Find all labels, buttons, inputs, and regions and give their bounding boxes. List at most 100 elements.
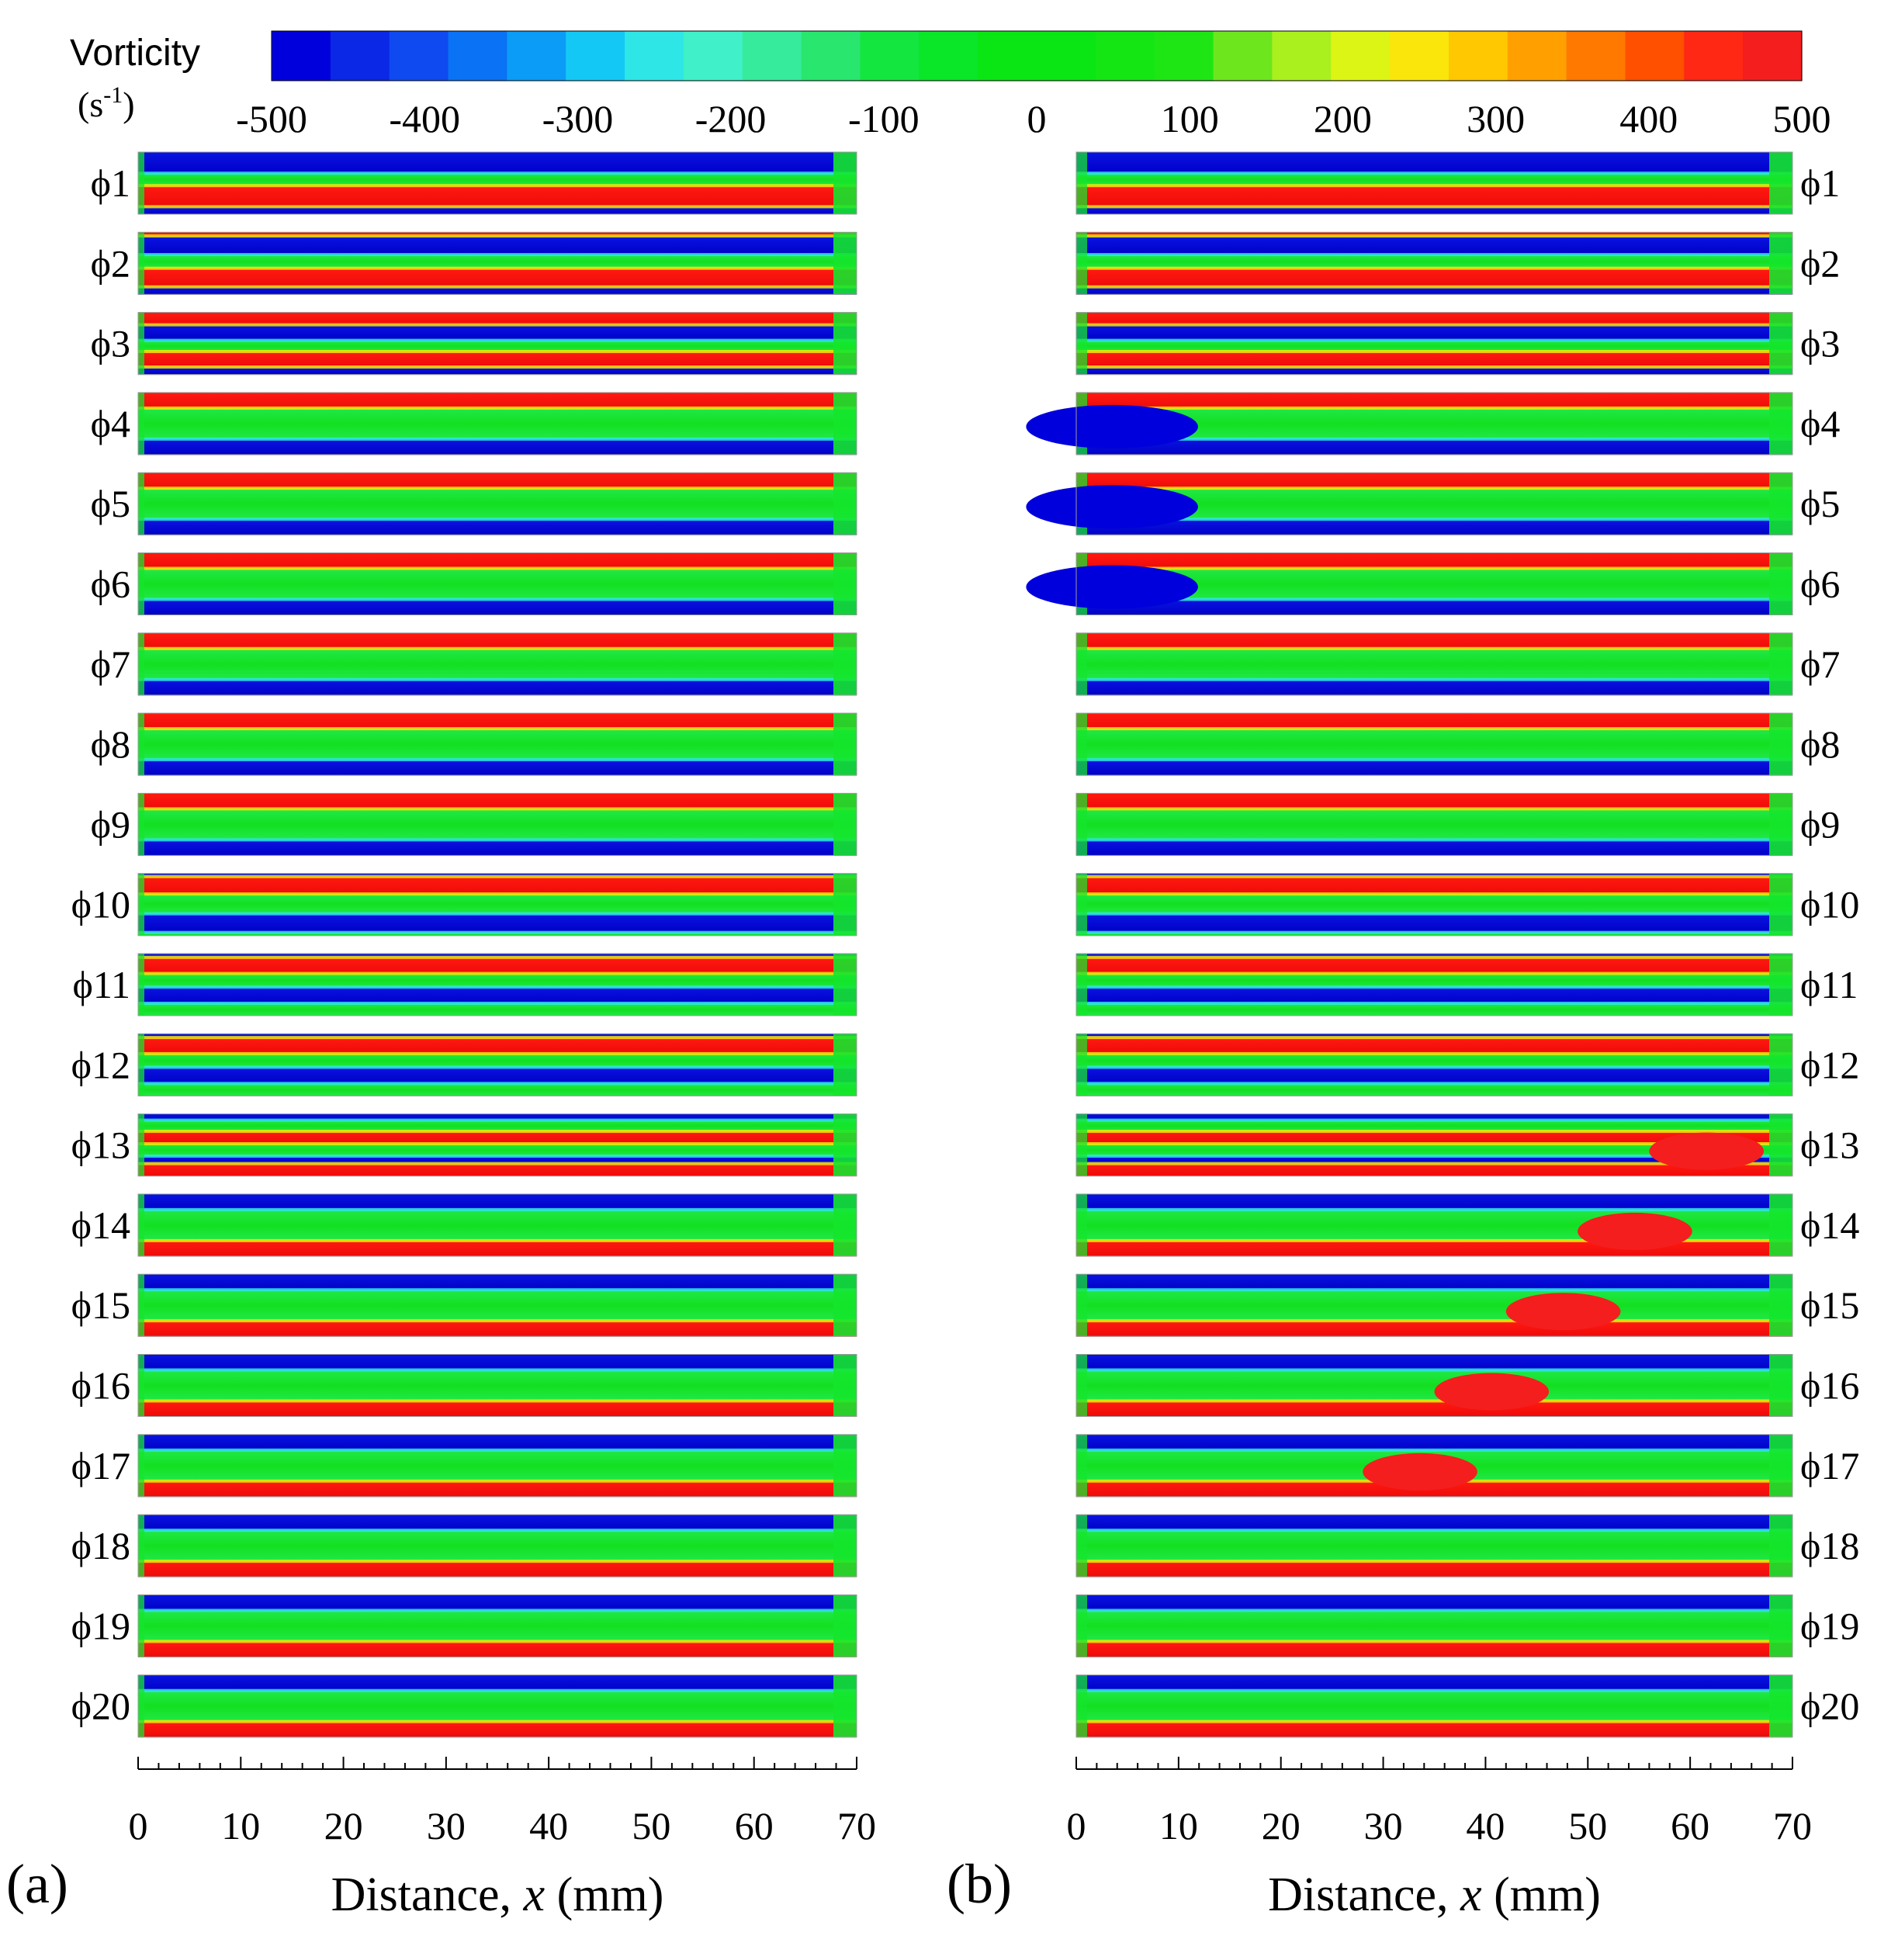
heatmap-transition	[1076, 1319, 1792, 1323]
x-axis-title: Distance, x (mm)	[331, 1868, 664, 1921]
heatmap-row	[1075, 873, 1793, 937]
heatmap-transition	[1076, 1368, 1792, 1372]
phase-label: ϕ17	[1800, 1444, 1859, 1487]
heatmap-inlet	[1076, 1113, 1087, 1176]
heatmap-row-frame	[137, 1514, 857, 1577]
heatmap-band	[138, 1053, 857, 1068]
phase-label: ϕ16	[71, 1364, 130, 1408]
colorbar-tick-label: -100	[848, 97, 920, 140]
heatmap-row	[1075, 1674, 1793, 1738]
heatmap-inlet	[138, 954, 144, 1016]
colorbar-swatch	[1507, 31, 1567, 81]
heatmap-band	[138, 932, 857, 937]
heatmap-transition	[138, 406, 857, 410]
heatmap-row-frame	[1075, 792, 1793, 856]
colorbar-swatch	[860, 31, 920, 81]
phase-label: ϕ1	[1800, 161, 1840, 205]
heatmap-row-frame	[137, 392, 857, 455]
heatmap-band	[1076, 1037, 1792, 1054]
heatmap-transition	[1076, 253, 1792, 257]
heatmap-band	[138, 340, 857, 352]
colorbar-swatch	[1095, 31, 1155, 81]
heatmap-transition	[138, 807, 857, 811]
heatmap-band	[138, 407, 857, 440]
heatmap-transition	[138, 1118, 857, 1122]
heatmap-row	[1075, 632, 1793, 696]
phase-label: ϕ8	[91, 722, 130, 766]
heatmap-outlet	[1769, 1595, 1792, 1657]
heatmap-band	[138, 1401, 857, 1417]
heatmap-band	[138, 1193, 857, 1210]
heatmap-band	[1076, 1595, 1792, 1611]
colorbar-swatch	[1272, 31, 1332, 81]
heatmap-row	[1026, 392, 1793, 455]
heatmap-band	[138, 232, 857, 237]
heatmap-band	[1076, 809, 1792, 840]
heatmap-transition	[138, 1065, 857, 1069]
heatmap-transition	[138, 365, 857, 369]
heatmap-row	[1075, 792, 1793, 856]
heatmap-outlet	[1769, 713, 1792, 776]
heatmap-outlet	[833, 473, 857, 535]
colorbar-tick-label: -500	[236, 97, 307, 140]
heatmap-inlet	[1076, 1274, 1087, 1337]
phase-label: ϕ6	[91, 563, 130, 606]
heatmap-transition	[1076, 677, 1792, 681]
heatmap-row-frame	[137, 312, 857, 376]
heatmap-transition	[1076, 566, 1792, 570]
heatmap-transition	[1076, 955, 1792, 959]
heatmap-transition	[138, 518, 857, 521]
colorbar-swatch	[1625, 31, 1685, 81]
heatmap-band	[138, 1561, 857, 1577]
heatmap-band	[1076, 1156, 1792, 1165]
phase-label: ϕ3	[1800, 322, 1840, 365]
heatmap-band	[1076, 1144, 1792, 1157]
colorbar-swatch	[801, 31, 861, 81]
heatmap-band	[138, 1434, 857, 1451]
heatmap-outlet	[833, 954, 857, 1016]
x-tick-label: 0	[1067, 1804, 1086, 1847]
x-tick-label: 50	[1568, 1804, 1607, 1847]
colorbar-swatch	[1448, 31, 1508, 81]
x-tick-label: 10	[221, 1804, 260, 1847]
heatmap-transition	[1076, 1155, 1792, 1158]
heatmap-transition	[1076, 1082, 1792, 1086]
heatmap-blob	[1363, 1453, 1477, 1491]
heatmap-row	[1075, 151, 1793, 215]
heatmap-outlet	[1769, 873, 1792, 936]
heatmap-transition	[1076, 1118, 1792, 1122]
heatmap-row-frame	[1075, 472, 1793, 535]
heatmap-transition	[138, 487, 857, 490]
heatmap-row	[137, 1273, 857, 1337]
heatmap-band	[138, 1641, 857, 1657]
heatmap-inlet	[1076, 1674, 1087, 1737]
heatmap-band	[1076, 894, 1792, 915]
x-tick-label: 30	[1364, 1804, 1403, 1847]
heatmap-band	[1076, 473, 1792, 489]
heatmap-transition	[1076, 807, 1792, 811]
heatmap-band	[138, 324, 857, 341]
heatmap-band	[138, 729, 857, 760]
heatmap-inlet	[138, 152, 144, 214]
heatmap-outlet	[1769, 392, 1792, 455]
heatmap-band	[1076, 1113, 1792, 1121]
heatmap-inlet	[1076, 1595, 1087, 1657]
heatmap-row-frame	[1075, 1193, 1793, 1257]
heatmap-inlet	[1076, 793, 1087, 856]
heatmap-row	[137, 312, 857, 376]
x-axis-title-var: x	[523, 1868, 546, 1921]
heatmap-row-frame	[1075, 1674, 1793, 1738]
heatmap-band	[1076, 729, 1792, 760]
heatmap-outlet	[833, 1034, 857, 1096]
heatmap-transition	[138, 1640, 857, 1643]
heatmap-band	[1076, 632, 1792, 649]
heatmap-transition	[1076, 597, 1792, 601]
heatmap-band	[138, 552, 857, 569]
heatmap-band	[1076, 1120, 1792, 1132]
heatmap-transition	[138, 1130, 857, 1133]
heatmap-row	[137, 1193, 857, 1257]
heatmap-band	[1076, 1193, 1792, 1210]
heatmap-band	[1076, 236, 1792, 255]
heatmap-row-frame	[137, 1273, 857, 1337]
x-tick-label: 60	[1671, 1804, 1709, 1847]
